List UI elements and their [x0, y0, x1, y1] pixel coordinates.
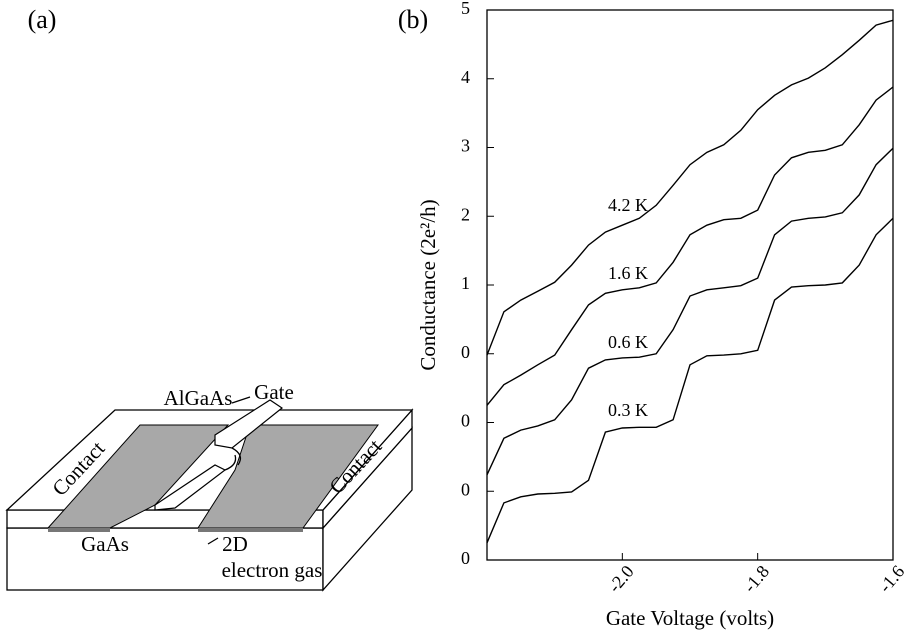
y-tick-label: 3: [461, 136, 470, 156]
series-line: [486, 217, 894, 544]
y-tick-label: 2: [461, 204, 470, 224]
gate-finger: [154, 464, 227, 511]
panel-label: (b): [398, 5, 428, 34]
x-tick-label: -1.6: [875, 561, 905, 596]
substrate: [6, 527, 324, 591]
gas-edge: [198, 528, 303, 532]
diagram-label: 2D: [222, 532, 248, 556]
y-tick-label: 0: [461, 548, 470, 568]
gate-gap: [231, 447, 242, 466]
x-tick-label: -1.8: [739, 561, 773, 596]
series-label: 4.2 K: [608, 195, 648, 215]
diagram-label: GaAs: [81, 532, 129, 556]
series-label: 0.6 K: [608, 332, 648, 352]
plot-frame: [486, 9, 894, 561]
pointer: [207, 396, 251, 545]
series-line: [486, 86, 894, 406]
series-label: 0.3 K: [608, 400, 648, 420]
y-tick-label: 5: [461, 0, 470, 18]
y-tick-label: 0: [461, 411, 470, 431]
device-diagram: [5, 396, 414, 592]
gas-edge: [48, 528, 110, 532]
x-axis-label: Gate Voltage (volts): [606, 606, 774, 630]
y-axis-label: Conductance (2e²/h): [416, 199, 440, 370]
diagram-label: electron gas: [222, 558, 323, 582]
y-tick-label: 4: [461, 67, 470, 87]
series-line: [486, 147, 894, 476]
x-tick-label: -2.0: [604, 561, 638, 596]
y-tick-label: 0: [461, 479, 470, 499]
diagram-label: Gate: [254, 380, 294, 404]
series-label: 1.6 K: [608, 263, 648, 283]
series-line: [486, 19, 894, 356]
y-tick-label: 1: [461, 273, 470, 293]
gate-gap: [224, 454, 237, 471]
gate-finger: [214, 399, 284, 449]
y-tick-label: 0: [461, 342, 470, 362]
diagram-label: AlGaAs: [164, 386, 233, 410]
panel-label: (a): [28, 5, 57, 34]
